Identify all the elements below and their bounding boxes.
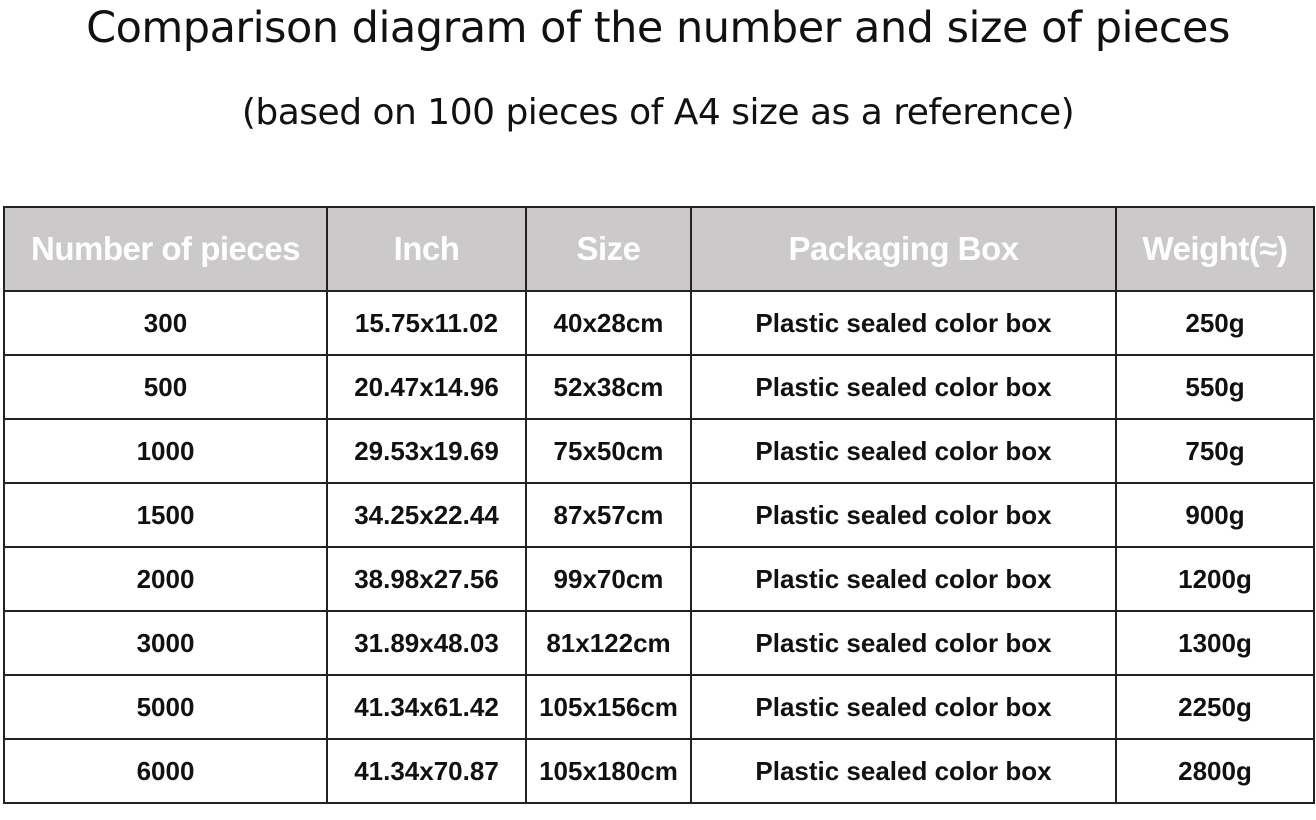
cell-weight: 2800g	[1115, 738, 1315, 804]
cell-weight: 750g	[1115, 418, 1315, 484]
cell-number-of-pieces: 6000	[3, 738, 328, 804]
cell-number-of-pieces: 1000	[3, 418, 328, 484]
cell-inch: 31.89x48.03	[326, 610, 527, 676]
cell-inch: 20.47x14.96	[326, 354, 527, 420]
cell-size: 75x50cm	[525, 418, 692, 484]
cell-packaging-box: Plastic sealed color box	[690, 610, 1117, 676]
size-comparison-table: Number of pieces Inch Size Packaging Box Wei…	[3, 206, 1315, 804]
column-header-inch: Inch	[326, 206, 527, 292]
column-header-size: Size	[525, 206, 692, 292]
table-row: 5000 41.34x61.42 105x156cm Plastic sealed c…	[3, 674, 1315, 740]
cell-number-of-pieces: 2000	[3, 546, 328, 612]
cell-inch: 29.53x19.69	[326, 418, 527, 484]
table-header-row: Number of pieces Inch Size Packaging Box Wei…	[3, 206, 1315, 292]
cell-number-of-pieces: 500	[3, 354, 328, 420]
cell-size: 87x57cm	[525, 482, 692, 548]
cell-packaging-box: Plastic sealed color box	[690, 290, 1117, 356]
cell-weight: 1300g	[1115, 610, 1315, 676]
cell-size: 52x38cm	[525, 354, 692, 420]
cell-inch: 38.98x27.56	[326, 546, 527, 612]
cell-inch: 34.25x22.44	[326, 482, 527, 548]
table-row: 300 15.75x11.02 40x28cm Plastic sealed colo…	[3, 290, 1315, 356]
cell-weight: 250g	[1115, 290, 1315, 356]
cell-inch: 41.34x70.87	[326, 738, 527, 804]
table-row: 1000 29.53x19.69 75x50cm Plastic sealed col…	[3, 418, 1315, 484]
cell-size: 105x156cm	[525, 674, 692, 740]
table-row: 2000 38.98x27.56 99x70cm Plastic sealed col…	[3, 546, 1315, 612]
cell-size: 99x70cm	[525, 546, 692, 612]
cell-weight: 900g	[1115, 482, 1315, 548]
cell-weight: 550g	[1115, 354, 1315, 420]
column-header-weight: Weight(≈)	[1115, 206, 1315, 292]
cell-weight: 1200g	[1115, 546, 1315, 612]
cell-weight: 2250g	[1115, 674, 1315, 740]
column-header-packaging-box: Packaging Box	[690, 206, 1117, 292]
cell-packaging-box: Plastic sealed color box	[690, 418, 1117, 484]
cell-packaging-box: Plastic sealed color box	[690, 482, 1117, 548]
cell-size: 81x122cm	[525, 610, 692, 676]
page-subtitle: (based on 100 pieces of A4 size as a ref…	[241, 92, 1075, 133]
table-row: 6000 41.34x70.87 105x180cm Plastic sealed c…	[3, 738, 1315, 804]
table-row: 500 20.47x14.96 52x38cm Plastic sealed colo…	[3, 354, 1315, 420]
cell-number-of-pieces: 300	[3, 290, 328, 356]
cell-number-of-pieces: 1500	[3, 482, 328, 548]
cell-size: 105x180cm	[525, 738, 692, 804]
column-header-number-of-pieces: Number of pieces	[3, 206, 328, 292]
cell-number-of-pieces: 3000	[3, 610, 328, 676]
cell-number-of-pieces: 5000	[3, 674, 328, 740]
cell-packaging-box: Plastic sealed color box	[690, 354, 1117, 420]
cell-packaging-box: Plastic sealed color box	[690, 738, 1117, 804]
cell-inch: 15.75x11.02	[326, 290, 527, 356]
cell-packaging-box: Plastic sealed color box	[690, 674, 1117, 740]
page-title: Comparison diagram of the number and siz…	[86, 3, 1230, 53]
cell-packaging-box: Plastic sealed color box	[690, 546, 1117, 612]
cell-size: 40x28cm	[525, 290, 692, 356]
table-row: 1500 34.25x22.44 87x57cm Plastic sealed col…	[3, 482, 1315, 548]
cell-inch: 41.34x61.42	[326, 674, 527, 740]
table-row: 3000 31.89x48.03 81x122cm Plastic sealed co…	[3, 610, 1315, 676]
